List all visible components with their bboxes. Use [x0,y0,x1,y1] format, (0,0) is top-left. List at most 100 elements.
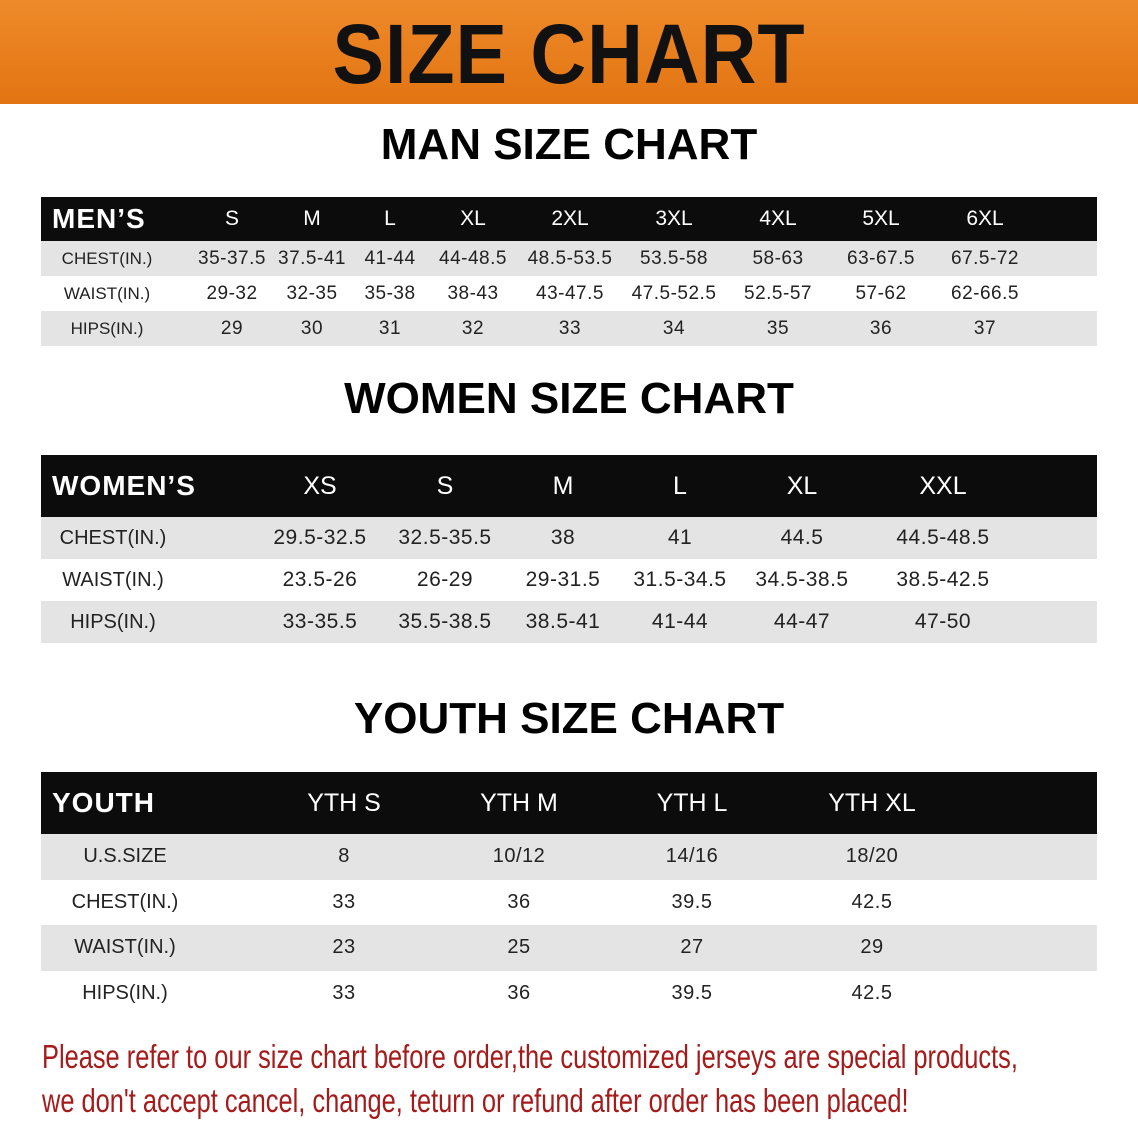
size-value-cell: 14/16 [665,845,719,868]
men-header-row: MEN’S S M L XL 2XL 3XL 4XL 5XL 6XL [41,197,1097,241]
size-value-cell: 43-47.5 [536,282,604,304]
size-value-cell: 44.5 [780,526,824,549]
size-value-cell: 31 [378,317,402,339]
size-value-cell: 31.5-34.5 [633,568,727,591]
measurement-label: HIPS(IN.) [70,318,144,338]
size-header-cell: XXL [919,471,967,500]
size-header-cell: YTH XL [828,788,916,817]
size-header-cell: S [224,207,240,230]
size-value-cell: 29 [220,317,244,339]
men-size-table: MEN’S S M L XL 2XL 3XL 4XL 5XL 6XL CHEST(IN.) 35-37… [41,197,1097,346]
size-value-cell: 38-43 [447,282,499,304]
size-value-cell: 53.5-58 [640,247,708,269]
measurement-label: CHEST(IN.) [61,248,153,268]
size-value-cell: 32 [461,317,485,339]
size-value-cell: 29-32 [206,282,258,304]
size-value-cell: 30 [300,317,324,339]
size-value-cell: 33-35.5 [282,610,358,633]
size-value-cell: 18/20 [845,845,899,868]
size-value-cell: 33 [332,890,356,913]
size-header-cell: L [673,471,687,500]
size-value-cell: 29 [860,936,884,959]
size-value-cell: 29.5-32.5 [273,526,367,549]
women-size-table: WOMEN’S XS S M L XL XXL CHEST(IN.) 29.5-32.5 32.5… [41,455,1097,643]
measurement-label: WAIST(IN.) [62,568,164,591]
banner: SIZE CHART [0,0,1138,104]
size-value-cell: 57-62 [855,282,907,304]
size-value-cell: 47-50 [914,610,972,633]
size-value-cell: 41-44 [364,247,416,269]
size-value-cell: 34.5-38.5 [755,568,849,591]
size-value-cell: 27 [680,936,704,959]
size-header-cell: L [384,207,396,230]
size-header-cell: 4XL [759,207,797,230]
size-value-cell: 33 [332,981,356,1004]
size-header-cell: YTH M [480,788,558,817]
size-value-cell: 29-31.5 [525,568,601,591]
men-section-title: MAN SIZE CHART [380,120,758,169]
size-value-cell: 36 [869,317,893,339]
size-header-cell: XL [460,207,486,230]
size-value-cell: 44-48.5 [439,247,507,269]
size-header-cell: YTH S [307,788,381,817]
notice-line-1: Please refer to our size chart before or… [42,1038,1018,1075]
size-value-cell: 33 [558,317,582,339]
measurement-label: HIPS(IN.) [70,610,156,633]
measurement-label: WAIST(IN.) [74,936,176,959]
size-value-cell: 25 [507,936,531,959]
size-header-cell: XS [303,471,337,500]
women-table-row: HIPS(IN.) 33-35.5 35.5-38.5 38.5-41 41-44 44-… [41,601,1097,643]
size-value-cell: 44.5-48.5 [896,526,990,549]
size-value-cell: 58-63 [752,247,804,269]
size-value-cell: 37.5-41 [278,247,346,269]
notice-line-2: we don't accept cancel, change, teturn o… [42,1082,909,1119]
youth-header-label: YOUTH [52,787,155,818]
youth-header-row: YOUTH YTH S YTH M YTH L YTH XL [41,772,1097,834]
size-value-cell: 26-29 [416,568,474,591]
youth-size-table: YOUTH YTH S YTH M YTH L YTH XL U.S.SIZE 8 10/12… [41,772,1097,1016]
size-value-cell: 44-47 [773,610,831,633]
size-header-cell: YTH L [656,788,728,817]
size-value-cell: 23.5-26 [282,568,358,591]
size-value-cell: 38.5-41 [525,610,601,633]
size-value-cell: 23 [332,936,356,959]
size-header-cell: M [303,207,321,230]
measurement-label: CHEST(IN.) [71,890,179,913]
youth-section-title: YOUTH SIZE CHART [353,694,785,743]
measurement-label: CHEST(IN.) [59,526,167,549]
size-value-cell: 35-38 [364,282,416,304]
size-value-cell: 8 [338,845,350,868]
men-header-label: MEN’S [52,203,146,234]
women-header-row: WOMEN’S XS S M L XL XXL [41,455,1097,517]
size-value-cell: 36 [507,981,531,1004]
size-value-cell: 42.5 [851,890,893,913]
measurement-label: HIPS(IN.) [82,981,168,1004]
size-value-cell: 32-35 [286,282,338,304]
size-value-cell: 41-44 [651,610,709,633]
size-value-cell: 52.5-57 [744,282,812,304]
size-value-cell: 35.5-38.5 [398,610,492,633]
women-table-row: CHEST(IN.) 29.5-32.5 32.5-35.5 38 41 44.5 44.5… [41,517,1097,559]
youth-table-row: WAIST(IN.) 23 25 27 29 [41,925,1097,971]
size-header-cell: S [436,471,454,500]
size-value-cell: 32.5-35.5 [398,526,492,549]
size-value-cell: 34 [662,317,686,339]
size-value-cell: 35-37.5 [198,247,266,269]
measurement-label: U.S.SIZE [83,845,167,868]
size-value-cell: 41 [667,526,693,549]
youth-table-row: HIPS(IN.) 33 36 39.5 42.5 [41,970,1097,1016]
size-value-cell: 67.5-72 [951,247,1019,269]
size-value-cell: 39.5 [671,981,713,1004]
size-header-cell: M [552,471,574,500]
youth-table-row: CHEST(IN.) 33 36 39.5 42.5 [41,879,1097,925]
size-value-cell: 62-66.5 [951,282,1019,304]
size-value-cell: 48.5-53.5 [527,247,613,269]
size-header-cell: 3XL [655,207,693,230]
women-header-label: WOMEN’S [52,470,196,501]
size-value-cell: 37 [973,317,997,339]
youth-table-row: U.S.SIZE 8 10/12 14/16 18/20 [41,834,1097,880]
size-value-cell: 36 [507,890,531,913]
women-section-title: WOMEN SIZE CHART [344,374,794,423]
size-header-cell: 5XL [862,207,900,230]
banner-title: SIZE CHART [332,7,806,101]
